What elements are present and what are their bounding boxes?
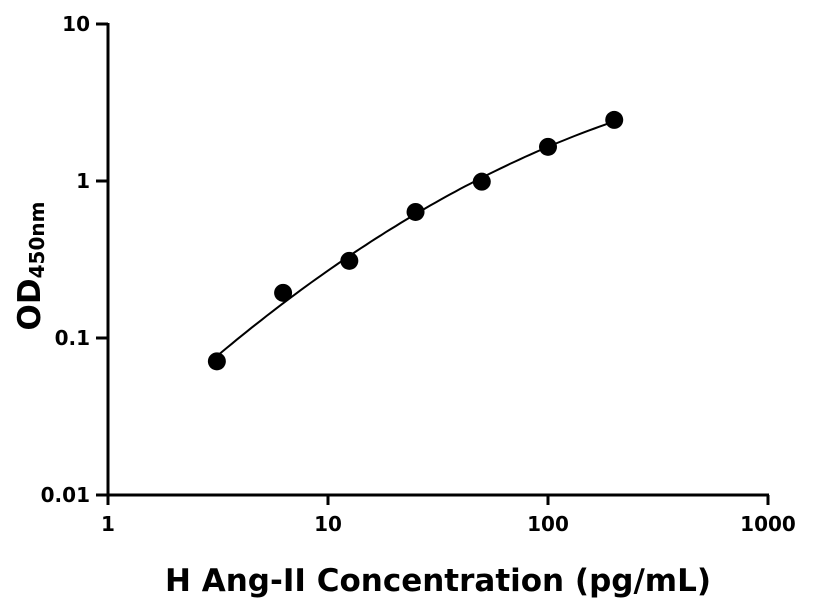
data-point	[207, 352, 226, 371]
y-axis-label-main: OD	[12, 278, 48, 330]
data-point	[406, 202, 425, 221]
y-tick-label: 10	[62, 12, 90, 36]
x-tick-label: 10	[314, 512, 342, 536]
data-points	[207, 110, 624, 371]
x-tick-label: 1	[101, 512, 115, 536]
data-point	[472, 172, 491, 191]
x-tick-label: 100	[527, 512, 569, 536]
data-point	[539, 137, 557, 156]
x-tick-label: 1000	[740, 512, 796, 536]
y-axis-label-subscript: 450nm	[25, 202, 49, 279]
y-tick-label: 1	[76, 169, 90, 193]
data-point	[274, 283, 293, 302]
fit-curve	[216, 120, 615, 357]
data-point	[340, 251, 359, 270]
data-point	[605, 110, 624, 129]
axes	[96, 22, 770, 505]
y-tick-label: 0.01	[41, 483, 90, 507]
y-axis-label: OD450nm	[12, 202, 49, 331]
x-axis-label: H Ang-II Concentration (pg/mL)	[165, 563, 711, 599]
tick-labels: 1 10 100 1000 0.01 0.1 1 10	[41, 12, 796, 536]
y-tick-label: 0.1	[55, 326, 90, 350]
